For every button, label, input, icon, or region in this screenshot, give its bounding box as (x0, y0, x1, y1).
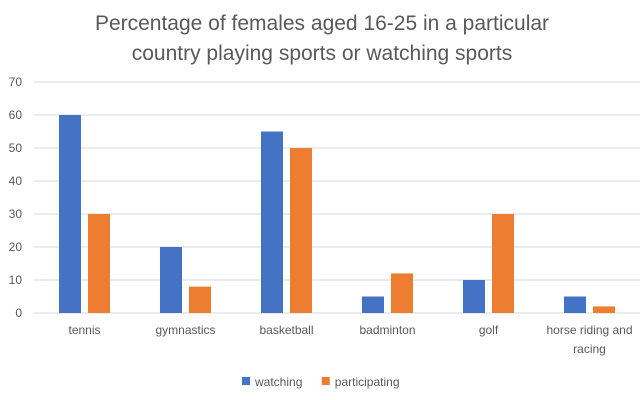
legend-swatch-watching (242, 377, 250, 385)
bar-participating (290, 148, 312, 313)
x-tick-label: racing (573, 342, 606, 356)
bar-watching (463, 280, 485, 313)
legend-label-participating: participating (335, 375, 400, 389)
y-tick-label: 0 (15, 306, 22, 320)
bar-participating (189, 286, 211, 313)
y-tick-label: 20 (9, 240, 23, 254)
bar-watching (564, 296, 586, 313)
bar-watching (160, 247, 182, 313)
y-tick-label: 10 (9, 273, 23, 287)
y-tick-label: 40 (9, 174, 23, 188)
x-tick-label: basketball (259, 323, 313, 337)
chart-title-line: Percentage of females aged 16-25 in a pa… (95, 12, 549, 35)
x-tick-label: tennis (68, 323, 100, 337)
x-tick-label: badminton (359, 323, 415, 337)
y-tick-label: 50 (9, 141, 23, 155)
chart-title-line: country playing sports or watching sport… (132, 42, 513, 65)
bar-participating (88, 214, 110, 313)
x-tick-label: horse riding and (546, 323, 632, 337)
bar-participating (593, 306, 615, 313)
bar-watching (362, 296, 384, 313)
y-tick-label: 70 (9, 75, 23, 89)
legend-label-watching: watching (254, 375, 302, 389)
bar-participating (492, 214, 514, 313)
y-tick-label: 60 (9, 108, 23, 122)
bar-watching (59, 115, 81, 313)
bar-participating (391, 273, 413, 313)
y-tick-label: 30 (9, 207, 23, 221)
bar-watching (261, 131, 283, 313)
x-tick-label: gymnastics (155, 323, 215, 337)
legend-swatch-participating (321, 377, 330, 385)
x-tick-label: golf (479, 323, 499, 337)
